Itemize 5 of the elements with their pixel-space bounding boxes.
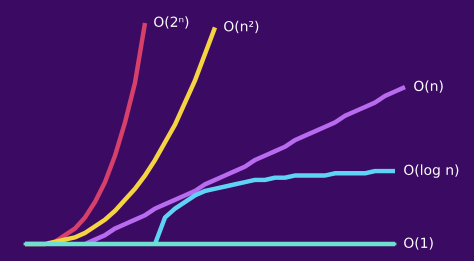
series-label: O(n²) [224, 20, 258, 34]
series-label: O(n) [414, 80, 443, 93]
series-label: O(log n) [404, 164, 458, 178]
series-label: O(1) [404, 237, 433, 250]
series-label: O(2ⁿ) [154, 16, 188, 29]
